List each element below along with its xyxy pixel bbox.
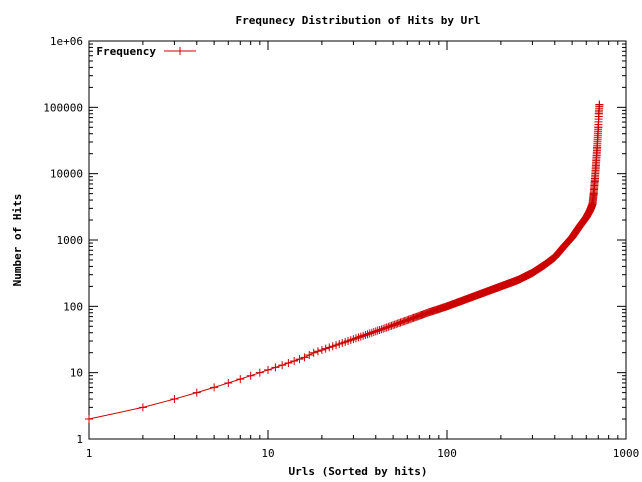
data-point-marker bbox=[300, 353, 309, 362]
data-point-marker-tail bbox=[594, 109, 603, 118]
y-tick-label: 1000 bbox=[57, 234, 84, 247]
x-axis-label: Urls (Sorted by hits) bbox=[288, 465, 427, 478]
data-point-marker-tail bbox=[594, 123, 603, 132]
data-point-marker bbox=[264, 365, 272, 374]
data-point-marker bbox=[380, 324, 389, 333]
data-point-marker bbox=[290, 356, 299, 365]
data-point-marker bbox=[385, 322, 394, 331]
data-point-marker bbox=[321, 344, 330, 353]
data-point-marker bbox=[246, 371, 255, 380]
data-point-marker-tail bbox=[590, 176, 599, 185]
data-point-marker bbox=[363, 330, 372, 339]
data-point-marker bbox=[367, 328, 376, 337]
y-tick-label: 100 bbox=[63, 300, 83, 313]
legend: Frequency bbox=[96, 45, 196, 58]
data-point-marker bbox=[192, 388, 201, 397]
data-point-marker bbox=[371, 327, 380, 336]
y-tick-label: 1e+06 bbox=[50, 35, 83, 48]
legend-label: Frequency bbox=[96, 45, 156, 58]
data-point-marker bbox=[170, 395, 179, 404]
data-point-marker bbox=[384, 322, 393, 331]
data-point-marker bbox=[369, 328, 378, 337]
data-point-marker bbox=[210, 383, 219, 392]
x-tick-label: 100 bbox=[437, 447, 457, 460]
data-point-marker bbox=[325, 343, 334, 352]
data-point-marker bbox=[236, 375, 245, 384]
data-point-marker bbox=[375, 325, 384, 334]
data-point-marker-tail bbox=[595, 100, 604, 109]
x-tick-label: 1000 bbox=[613, 447, 640, 460]
data-point-marker bbox=[305, 350, 314, 359]
data-point-marker-tail bbox=[593, 143, 602, 152]
data-point-marker bbox=[138, 403, 147, 412]
legend-marker bbox=[176, 47, 184, 55]
series-layer bbox=[85, 100, 604, 424]
chart-title: Frequnecy Distribution of Hits by Url bbox=[235, 14, 480, 27]
data-point-marker bbox=[85, 415, 93, 424]
data-point-marker-tail bbox=[589, 189, 598, 198]
data-point-marker bbox=[365, 329, 374, 338]
data-point-marker-tail bbox=[592, 159, 601, 168]
data-point-marker bbox=[255, 368, 264, 377]
data-point-marker bbox=[377, 325, 386, 334]
data-point-marker bbox=[224, 378, 233, 387]
data-point-marker bbox=[328, 342, 337, 351]
data-point-marker bbox=[284, 358, 293, 367]
data-point-marker bbox=[271, 363, 280, 372]
data-point-marker bbox=[317, 345, 326, 354]
y-tick-label: 100000 bbox=[43, 101, 83, 114]
data-point-marker bbox=[309, 348, 318, 357]
y-tick-label: 10 bbox=[70, 367, 83, 380]
y-axis-label: Number of Hits bbox=[11, 194, 24, 287]
y-tick-label: 1 bbox=[76, 433, 83, 446]
data-point-marker bbox=[313, 347, 322, 356]
plot-axes: 1 10 100 1000 10000 100000 1e+06 1 10 100 1000 bbox=[43, 35, 639, 460]
data-point-marker bbox=[278, 361, 287, 370]
data-point-marker bbox=[373, 326, 382, 335]
x-tick-label: 1 bbox=[86, 447, 93, 460]
y-tick-label: 10000 bbox=[50, 168, 83, 181]
data-point-marker bbox=[379, 324, 388, 333]
data-point-marker bbox=[332, 341, 341, 350]
x-tick-label: 10 bbox=[261, 447, 274, 460]
data-point-marker bbox=[295, 355, 304, 364]
data-point-marker bbox=[382, 323, 391, 332]
